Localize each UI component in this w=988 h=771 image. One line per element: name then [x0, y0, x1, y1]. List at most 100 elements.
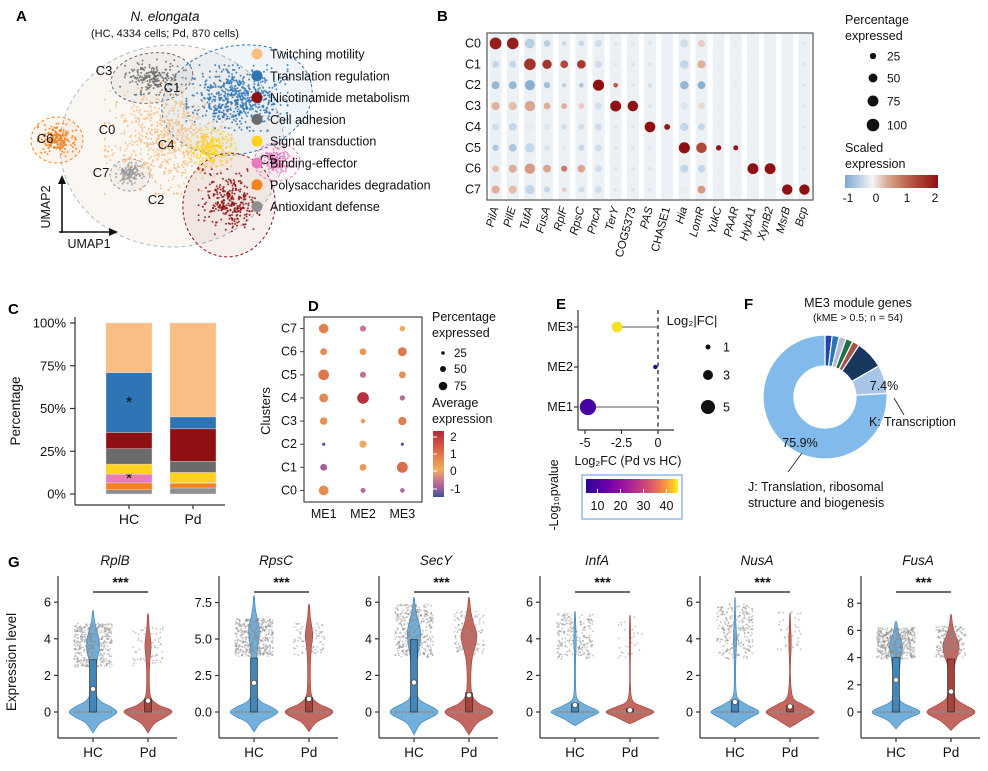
violin-plot-FusA: FusA 0 2 4 6 8 HC Pd *** [847, 553, 980, 760]
expr-dot [665, 167, 669, 170]
median-dot-Pd [787, 703, 794, 710]
legend-label: Binding-effector [270, 157, 357, 171]
expr-dot [398, 371, 406, 379]
panel-label-a: A [16, 8, 27, 25]
fc-legend-value: 3 [723, 369, 730, 383]
expr-dot [782, 184, 793, 195]
expr-dot [802, 146, 806, 150]
g-ytick: 6 [847, 624, 854, 638]
expr-dot [492, 144, 499, 151]
legend-dot [251, 48, 263, 60]
expr-dot [506, 37, 519, 50]
median-dot-HC [250, 679, 257, 686]
expr-dot [359, 463, 367, 471]
c-ytick: 100% [33, 316, 67, 331]
significance-stars: *** [433, 574, 450, 590]
expr-dot [562, 83, 567, 88]
expr-dot [561, 187, 567, 192]
col-stripe [798, 34, 811, 199]
col-stripe [695, 34, 708, 199]
expr-dot [717, 62, 721, 66]
expr-dot [751, 42, 755, 45]
expr-dot [613, 125, 618, 129]
g-xlabel-Pd: Pd [943, 745, 960, 760]
expr-dot [543, 186, 551, 193]
dotplot-frame [303, 316, 423, 503]
g-ytick: 2 [847, 678, 854, 692]
pct-label-k: 7.4% [870, 379, 899, 393]
legend-dot [251, 157, 263, 169]
umap-cluster-C7 [115, 161, 145, 185]
expr-dot [680, 122, 689, 132]
expr-dot [318, 369, 329, 381]
row-label: ME1 [547, 400, 573, 414]
expr-dot [396, 461, 408, 473]
expr-dot [543, 144, 551, 151]
bar-seg-HC [105, 322, 153, 373]
significance-asterisk: * [126, 393, 133, 412]
expr-dot [680, 39, 689, 48]
expr-dot [508, 122, 517, 131]
expr-dot [578, 186, 585, 193]
panel-label-e: E [556, 296, 567, 313]
row-label: C1 [281, 460, 297, 474]
fc-legend-title: Log₂|FC| [667, 313, 718, 328]
gene-label: FusA [534, 205, 553, 234]
panel-d-dotplot: C7 C6 C5 C4 C3 C2 C1 C0 ME1 ME2 ME3 Clusters Percent… [258, 310, 496, 521]
expr-dot [679, 59, 689, 69]
expr-dot [542, 59, 552, 69]
expr-dot [648, 187, 652, 192]
colorbar-tick: 2 [450, 430, 457, 444]
row-label: C7 [465, 183, 481, 197]
expr-dot [802, 62, 807, 67]
expr-dot [524, 80, 535, 91]
size-legend-value: 75 [454, 381, 467, 393]
expr-dot [717, 83, 721, 87]
expr-dot [594, 102, 603, 110]
expr-dot [697, 164, 706, 173]
bar-seg-Pd [169, 487, 217, 495]
umap-cluster-C2 [197, 168, 261, 236]
expr-dot [751, 104, 755, 108]
colorbar-tick: -1 [843, 191, 854, 205]
expr-dot [786, 104, 789, 108]
scatter-cloud-Pd [453, 610, 485, 656]
g-ytick: 2.5 [195, 669, 212, 683]
expr-dot [648, 166, 652, 171]
expr-dot [631, 125, 635, 129]
g-ytick: 4 [847, 651, 854, 665]
expr-dot [647, 62, 653, 67]
expr-dot [665, 63, 669, 66]
umap-title: N. elongata [130, 9, 200, 24]
expr-dot [613, 41, 618, 46]
col-stripe [678, 34, 691, 199]
umap-label-C6: C6 [37, 131, 54, 146]
expr-dot [697, 81, 706, 90]
expr-dot [492, 123, 499, 131]
median-dot-Pd [627, 707, 634, 714]
panel-label-g: G [8, 554, 20, 571]
panel-label-c: C [8, 301, 19, 318]
violin-plot-RplB: RplB 0 2 4 6 HC Pd *** [44, 553, 177, 760]
umap-xlabel: UMAP1 [67, 237, 110, 251]
expr-dot [359, 371, 367, 378]
gene-label: PAAR [722, 206, 741, 239]
col-stripe [523, 34, 536, 199]
colorbar-tick: 20 [614, 499, 628, 513]
scatter-cloud-Pd [132, 626, 164, 667]
colorbar-tick: 1 [904, 191, 911, 205]
bar-seg-HC [105, 489, 153, 495]
expr-dot [680, 185, 689, 194]
g-ytick: 4 [686, 632, 693, 646]
expr-dot [751, 83, 755, 87]
median-dot-Pd [305, 695, 312, 702]
bar-seg-Pd [169, 461, 217, 473]
expr-dot [543, 123, 551, 131]
colorbar-tick: 30 [637, 499, 651, 513]
expr-dot [627, 100, 639, 112]
colorbar-tick: 0 [450, 464, 457, 478]
median-dot-Pd [465, 692, 472, 699]
g-xlabel-Pd: Pd [622, 745, 639, 760]
expr-dot [768, 125, 772, 129]
